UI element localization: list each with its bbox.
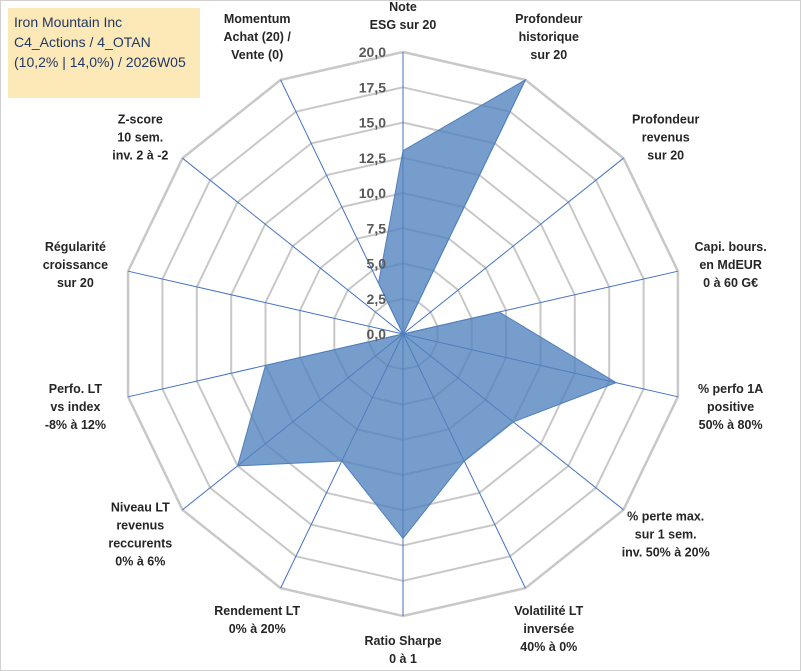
- category-label-line: Profondeur: [632, 113, 699, 127]
- radar-series: [236, 78, 618, 540]
- category-label: % perte max. sur 1 sem. inv. 50% à 20%: [622, 509, 710, 559]
- category-label-line: 0 à 1: [389, 652, 417, 666]
- category-label-line: Volatilité LT: [514, 604, 583, 618]
- category-label: Momentum Achat (20) / Vente (0): [224, 12, 292, 62]
- category-label-line: Perfo. LT: [49, 382, 103, 396]
- category-label-line: Capi. bours.: [694, 240, 766, 254]
- category-label-line: 50% à 80%: [699, 418, 763, 432]
- chart-subtitle-category: C4_Actions / 4_OTAN: [14, 34, 151, 50]
- category-label-line: -8% à 12%: [45, 418, 106, 432]
- category-label-line: inversée: [523, 622, 574, 636]
- category-label-line: 0% à 20%: [229, 622, 286, 636]
- category-label: Régularité croissance sur 20: [43, 240, 108, 290]
- series-area: [236, 78, 618, 540]
- axis-spoke: [402, 157, 624, 335]
- tick-label: 10,0: [359, 185, 386, 201]
- category-label: % perfo 1A positive 50% à 80%: [698, 382, 763, 432]
- category-label: Niveau LT revenus reccurents 0% à 6%: [108, 500, 172, 568]
- chart-title-box: Iron Mountain Inc C4_Actions / 4_OTAN (1…: [8, 8, 200, 98]
- category-label-line: inv. 50% à 20%: [622, 545, 710, 559]
- category-label-line: Rendement LT: [214, 604, 300, 618]
- category-label-line: Niveau LT: [111, 500, 170, 514]
- tick-label: 7,5: [367, 220, 387, 236]
- category-label-line: 10 sem.: [117, 131, 163, 145]
- category-label-line: Achat (20) /: [224, 30, 292, 44]
- category-label-line: en MdEUR: [699, 258, 762, 272]
- category-label: Profondeur historique sur 20: [515, 12, 582, 62]
- category-label-line: sur 1 sem.: [635, 527, 697, 541]
- chart-subtitle-stats: (10,2% | 14,0%) / 2026W05: [14, 54, 186, 70]
- category-label-line: Note: [389, 0, 417, 14]
- tick-label: 12,5: [359, 150, 386, 166]
- category-label-line: ESG sur 20: [370, 18, 437, 32]
- category-label-line: sur 20: [530, 48, 567, 62]
- axis-spoke: [127, 270, 404, 335]
- category-label: Perfo. LT vs index -8% à 12%: [45, 382, 106, 432]
- radial-axis-ticks: 0,0 2,5 5,0 7,5 10,0 12,5 15,0 17,5 20,0: [359, 44, 386, 342]
- category-label-line: inv. 2 à -2: [112, 149, 168, 163]
- tick-label: 20,0: [359, 44, 386, 60]
- category-label-line: croissance: [43, 258, 108, 272]
- category-label-line: Régularité: [45, 240, 106, 254]
- category-label-line: sur 20: [647, 149, 684, 163]
- category-label-line: 40% à 0%: [520, 640, 577, 654]
- tick-label: 0,0: [367, 326, 387, 342]
- category-label-line: historique: [519, 30, 579, 44]
- category-label-line: Profondeur: [515, 12, 582, 26]
- category-label-line: revenus: [116, 518, 164, 532]
- category-label: Ratio Sharpe 0 à 1: [364, 634, 441, 666]
- chart-title: Iron Mountain Inc: [14, 14, 123, 30]
- category-label-line: sur 20: [57, 276, 94, 290]
- category-label-line: positive: [707, 400, 754, 414]
- tick-label: 2,5: [367, 291, 387, 307]
- category-label: Rendement LT 0% à 20%: [214, 604, 300, 636]
- category-label-line: Vente (0): [231, 48, 283, 62]
- category-label: Note ESG sur 20: [370, 0, 437, 32]
- category-label-line: % perfo 1A: [698, 382, 763, 396]
- category-label-line: % perte max.: [627, 509, 704, 523]
- category-label-line: Ratio Sharpe: [364, 634, 441, 648]
- category-label-line: 0 à 60 G€: [703, 276, 758, 290]
- category-label-line: 0% à 6%: [115, 554, 165, 568]
- category-label: Z-score 10 sem. inv. 2 à -2: [112, 113, 168, 163]
- category-label: Capi. bours. en MdEUR 0 à 60 G€: [694, 240, 766, 290]
- axis-spoke: [182, 157, 404, 335]
- tick-label: 17,5: [359, 79, 386, 95]
- category-label-line: revenus: [642, 131, 690, 145]
- category-label: Profondeur revenus sur 20: [632, 113, 699, 163]
- category-labels: Note ESG sur 20 Profondeur historique sur 20…: [43, 0, 767, 666]
- tick-label: 5,0: [367, 256, 387, 272]
- category-label: Volatilité LT inversée 40% à 0%: [514, 604, 583, 654]
- category-label-line: Z-score: [118, 113, 163, 127]
- tick-label: 15,0: [359, 115, 386, 131]
- category-label-line: vs index: [50, 400, 100, 414]
- category-label-line: reccurents: [108, 536, 172, 550]
- category-label-line: Momentum: [224, 12, 291, 26]
